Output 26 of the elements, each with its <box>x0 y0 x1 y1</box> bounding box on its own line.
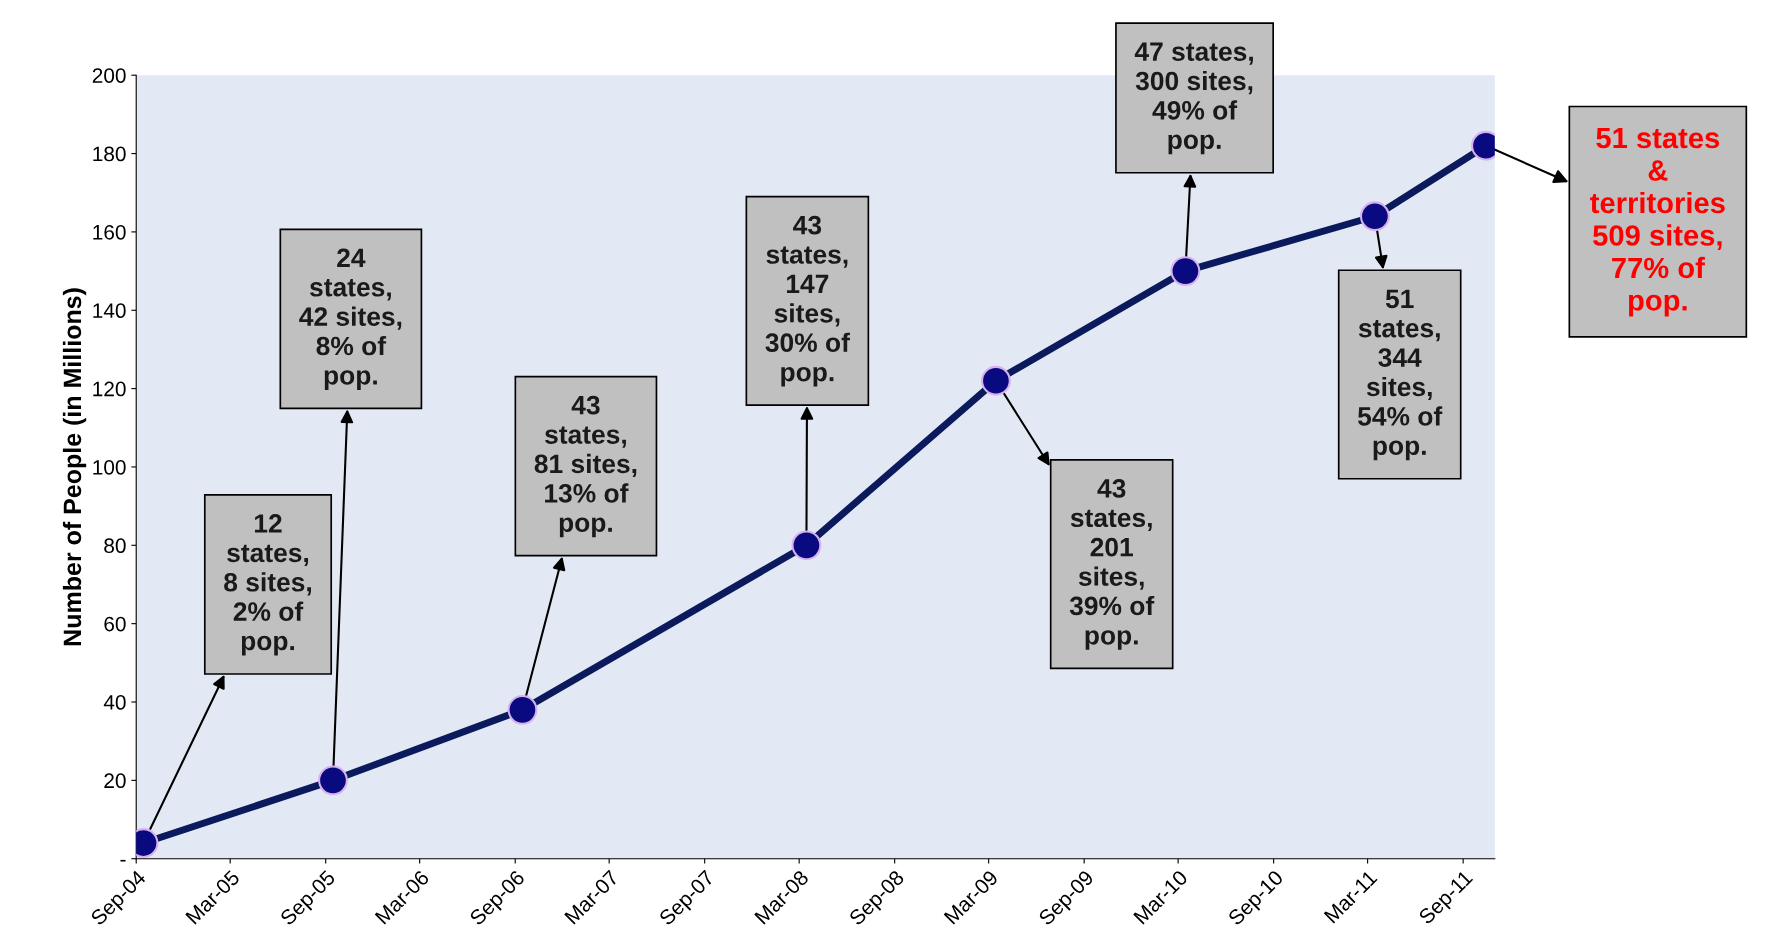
annotation: 51 states, 344 sites, 54% of pop. <box>1357 289 1443 461</box>
y-tick-label: 60 <box>104 616 126 632</box>
y-tick-label: - <box>120 859 126 862</box>
y-tick-label: 80 <box>104 538 126 554</box>
y-axis-title: Number of People (in Millions) <box>62 288 87 646</box>
y-tick-label: 140 <box>93 303 126 319</box>
annotation: 47 states, 300 sites, 49% of pop. <box>1134 42 1253 155</box>
point <box>1359 201 1390 232</box>
y-tick-label: 200 <box>92 68 126 83</box>
point <box>791 530 822 561</box>
y-tick-label: 120 <box>93 381 126 397</box>
y-tick-label: 180 <box>93 146 126 162</box>
y-tick-label: 40 <box>103 695 126 710</box>
annotation: 43 states, 201 sites, 39% of pop. <box>1069 479 1155 650</box>
annotation: 24 states, 42 sites, 8% of pop. <box>299 248 402 390</box>
y-tick-label: 100 <box>93 459 126 475</box>
point <box>507 694 538 725</box>
point <box>980 365 1011 396</box>
annotation: 51 states & territories 509 sites, 77% of pop. <box>1590 128 1725 317</box>
annotation: 12 states, 8 sites, 2% of pop. <box>224 514 311 656</box>
point <box>1170 256 1201 287</box>
annotation: 43 states, 147 sites, 30% of pop. <box>765 215 850 387</box>
y-tick-label: 20 <box>104 773 126 789</box>
annotation: 43 states, 81 sites, 13% of pop. <box>534 395 637 538</box>
y-tick-label: 160 <box>93 224 126 240</box>
point <box>318 765 348 796</box>
